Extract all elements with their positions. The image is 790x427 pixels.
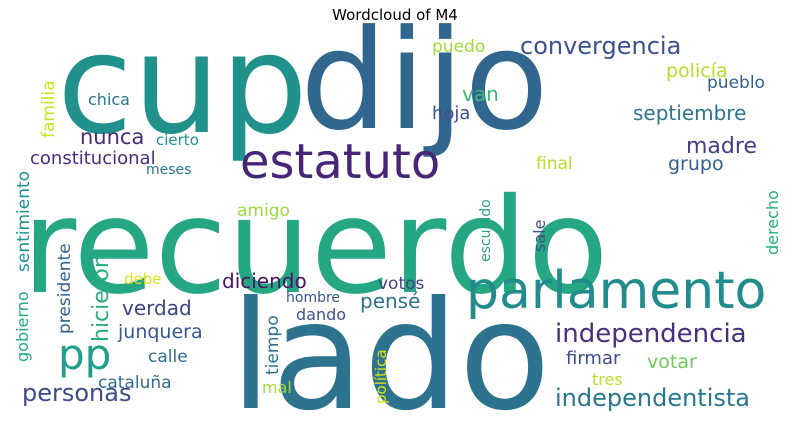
word-personas: personas [22,379,131,407]
word-tres: tres [592,370,623,389]
word-independencia: independencia [555,319,747,349]
word-sale: sale [530,220,549,252]
word-recuerdo: recuerdo [22,170,609,324]
word-escupido: escupido [478,199,494,262]
word-cierto: cierto [156,131,199,149]
word-independentista: independentista [555,384,750,412]
word-tiempo: tiempo [263,315,283,375]
word-diciendo: diciendo [222,269,307,293]
word-van: van [462,82,499,106]
word-cup: cup [57,4,308,165]
word-madre: madre [686,134,757,159]
word-votos: votos [378,274,425,294]
word-convergencia: convergencia [520,32,681,60]
word-verdad: verdad [122,296,192,320]
word-lado: lado [230,270,551,427]
word-constitucional: constitucional [30,148,156,169]
word-grupo: grupo [668,153,724,175]
word-hombre: hombre [286,290,340,306]
word-dijo: dijo [300,0,549,161]
word-hoja: hoja [432,103,470,124]
word-parlamento: parlamento [466,261,766,321]
word-final: final [536,154,573,174]
word-derecho: derecho [763,190,782,255]
word-politica: política [372,349,390,404]
word-firmar: firmar [566,348,621,369]
word-septiembre: septiembre [633,101,746,125]
word-pueblo: pueblo [707,73,765,93]
word-meses: meses [146,162,191,178]
word-chica: chica [88,90,130,109]
word-puedo: puedo [432,37,485,57]
word-amigo: amigo [237,201,290,221]
word-junquera: junquera [117,321,203,343]
word-pense: pensé [360,289,420,313]
word-dando: dando [296,305,346,324]
word-mal: mal [262,378,292,397]
word-debe: debe [124,270,162,288]
word-calle: calle [148,347,188,367]
word-nunca: nunca [80,125,144,149]
word-gobierno: gobierno [13,291,32,362]
word-hicieron: hicieron [89,254,114,342]
word-cataluna: cataluña [98,373,172,393]
word-policia: policía [666,60,728,82]
word-presidente: presidente [55,243,75,334]
word-votar: votar [647,351,697,373]
word-familia: familia [39,80,59,138]
word-sentimiento: sentimiento [14,171,34,272]
word-pp: pp [58,330,111,379]
plot-title: Wordcloud of M4 [332,6,458,24]
word-estatuto: estatuto [240,134,440,190]
